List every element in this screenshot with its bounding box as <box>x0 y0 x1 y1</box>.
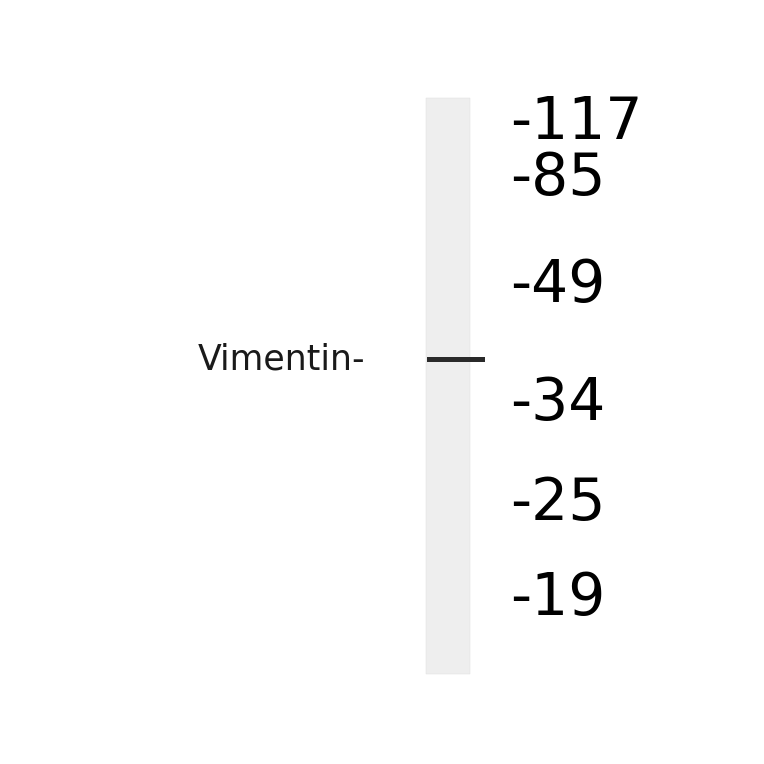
Text: Vimentin-: Vimentin- <box>197 342 365 377</box>
Text: -25: -25 <box>510 475 606 532</box>
Bar <box>426 98 470 674</box>
Text: -19: -19 <box>510 570 605 627</box>
Text: -34: -34 <box>510 375 605 432</box>
Bar <box>427 357 485 362</box>
Text: -85: -85 <box>510 151 606 207</box>
Text: -49: -49 <box>510 257 605 314</box>
Text: -117: -117 <box>510 94 643 151</box>
